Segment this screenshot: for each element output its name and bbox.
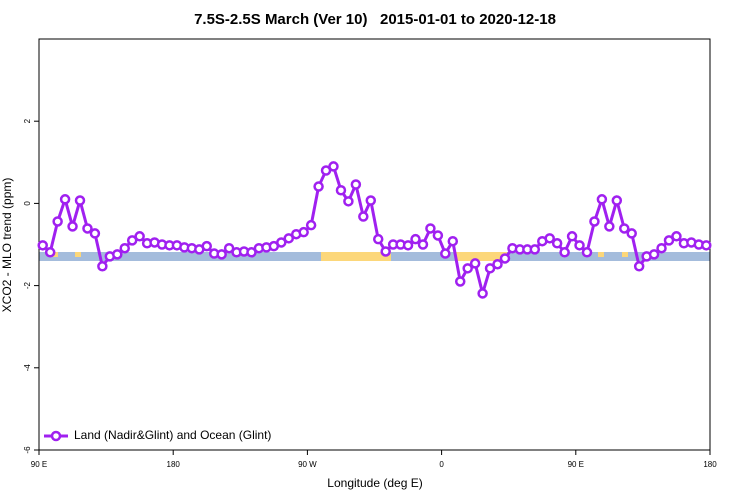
data-point — [134, 231, 145, 242]
data-point — [74, 195, 86, 206]
data-point — [335, 184, 347, 196]
y-tick-label: -2 — [23, 281, 32, 289]
data-point — [89, 228, 101, 239]
data-point — [372, 233, 384, 245]
y-axis-label: XCO2 - MLO trend (ppm) — [0, 178, 14, 313]
data-point — [97, 261, 108, 272]
data-point — [246, 247, 257, 258]
y-tick-label: -6 — [23, 446, 32, 454]
data-point — [283, 233, 295, 244]
plot-frame — [38, 38, 711, 451]
data-point — [574, 240, 585, 251]
data-point — [477, 288, 488, 299]
data-point — [365, 195, 377, 206]
data-point — [402, 240, 414, 251]
data-point — [656, 242, 667, 254]
data-point — [223, 242, 235, 254]
land-band — [622, 252, 628, 257]
data-point — [410, 233, 421, 245]
data-point — [343, 196, 354, 207]
data-point — [619, 223, 630, 234]
legend-marker — [50, 430, 62, 442]
data-point — [119, 242, 130, 254]
data-point — [492, 258, 503, 270]
data-point — [37, 240, 48, 251]
data-point — [440, 248, 451, 259]
data-point — [454, 276, 466, 287]
data-point — [298, 226, 309, 238]
data-point — [358, 211, 369, 222]
data-point — [425, 223, 436, 234]
x-axis-label: Longitude (deg E) — [327, 476, 422, 490]
data-point — [313, 181, 324, 192]
data-point — [648, 249, 660, 260]
data-point — [320, 165, 332, 176]
data-point — [447, 235, 459, 247]
data-point — [604, 221, 615, 232]
data-point — [566, 231, 578, 242]
data-point — [499, 253, 511, 264]
data-point — [380, 246, 391, 257]
data-point — [529, 244, 541, 255]
data-point — [581, 247, 593, 258]
data-point — [276, 237, 287, 248]
legend-label: Land (Nadir&Glint) and Ocean (Glint) — [74, 428, 271, 442]
data-point — [462, 263, 473, 274]
data-point — [112, 249, 123, 260]
x-tick-label: 90 E — [568, 460, 584, 469]
data-point — [417, 239, 429, 250]
data-point — [633, 261, 645, 272]
data-point — [216, 249, 227, 260]
data-point — [589, 216, 600, 227]
data-point — [551, 238, 563, 249]
data-point — [663, 235, 675, 246]
land-band — [598, 252, 604, 257]
land-band — [52, 252, 58, 257]
data-point — [626, 228, 637, 239]
chart-title: 7.5S-2.5S March (Ver 10) 2015-01-01 to 2… — [194, 11, 556, 28]
x-tick-label: 90 E — [31, 460, 47, 469]
data-point — [544, 233, 555, 244]
data-point — [559, 247, 570, 258]
data-point — [82, 223, 93, 234]
y-tick-label: 2 — [23, 118, 32, 123]
data-point — [432, 230, 444, 241]
data-point — [59, 194, 71, 205]
data-point — [44, 247, 56, 258]
y-tick-label: 0 — [23, 201, 32, 206]
data-point — [350, 179, 362, 190]
y-tick-label: -4 — [23, 364, 32, 372]
land-band — [75, 252, 81, 257]
data-point — [67, 221, 78, 232]
data-point — [305, 219, 317, 231]
land-band — [455, 252, 507, 261]
data-point — [52, 216, 63, 227]
data-point — [596, 194, 608, 205]
data-point — [201, 240, 212, 252]
x-tick-label: 0 — [439, 460, 444, 469]
data-point — [671, 231, 682, 242]
data-point — [328, 161, 339, 172]
data-point — [126, 235, 138, 246]
data-point — [469, 258, 481, 269]
surface-band — [39, 252, 710, 261]
data-point — [701, 240, 712, 251]
land-band — [321, 252, 391, 261]
data-point — [484, 263, 496, 274]
x-tick-label: 90 W — [298, 460, 317, 469]
data-point — [611, 195, 623, 206]
x-tick-label: 180 — [167, 460, 181, 469]
x-tick-label: 180 — [703, 460, 717, 469]
